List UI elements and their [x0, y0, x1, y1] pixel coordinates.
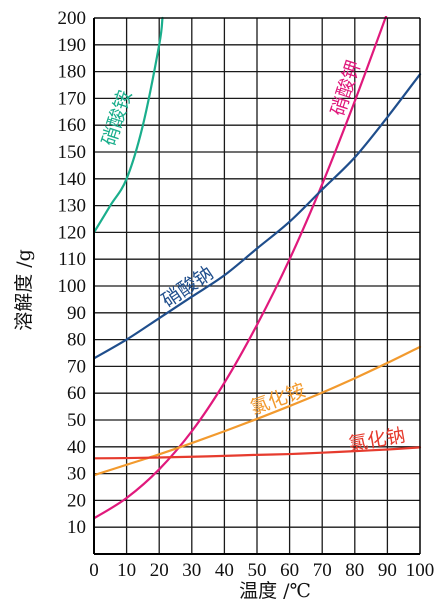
y-tick-label: 50: [67, 410, 86, 431]
y-tick-label: 180: [58, 62, 87, 83]
y-tick-label: 80: [67, 330, 86, 351]
series-label-1: 硝酸铵: [98, 88, 137, 149]
x-tick-label: 70: [313, 560, 332, 581]
y-tick-label: 190: [58, 35, 87, 56]
series-line-2: [94, 16, 388, 520]
x-tick-label: 50: [248, 560, 267, 581]
y-tick-label: 10: [67, 517, 86, 538]
x-tick-label: 80: [345, 560, 364, 581]
y-axis-title: 溶解度 /g: [13, 249, 35, 331]
y-tick-label: 40: [67, 437, 86, 458]
x-tick-label: 0: [89, 560, 99, 581]
axes: [93, 17, 421, 555]
x-tick-label: 40: [215, 560, 234, 581]
x-tick-label: 30: [182, 560, 201, 581]
x-tick-label: 90: [378, 560, 397, 581]
series-label-5: 氯化钠: [347, 424, 407, 456]
y-tick-label: 30: [67, 464, 86, 485]
y-tick-label: 20: [67, 490, 86, 511]
y-tick-label: 120: [58, 222, 87, 243]
x-axis-title: 温度 /℃: [239, 580, 311, 602]
y-tick-label: 140: [58, 169, 87, 190]
series-line-1: [94, 16, 164, 234]
x-tick-label: 100: [406, 560, 435, 581]
x-tick-label: 20: [150, 560, 169, 581]
curves: [94, 16, 422, 520]
y-tick-label: 60: [67, 383, 86, 404]
y-tick-label: 100: [58, 276, 87, 297]
grid: [93, 17, 421, 554]
y-tick-label: 70: [67, 356, 86, 377]
y-tick-label: 110: [58, 249, 86, 270]
y-tick-label: 170: [58, 88, 87, 109]
y-tick-label: 160: [58, 115, 87, 136]
y-tick-label: 130: [58, 196, 87, 217]
series-line-5: [94, 446, 422, 460]
y-tick-label: 90: [67, 303, 86, 324]
y-tick-label: 150: [58, 142, 87, 163]
tick-labels: 0 10 20 30 40 50 60 70 80 90 100 10 20 30 40 50 60 70 80 90…: [58, 8, 435, 581]
x-tick-label: 60: [280, 560, 299, 581]
y-tick-label: 200: [58, 8, 87, 29]
x-tick-label: 10: [117, 560, 136, 581]
series-line-3: [94, 73, 422, 360]
